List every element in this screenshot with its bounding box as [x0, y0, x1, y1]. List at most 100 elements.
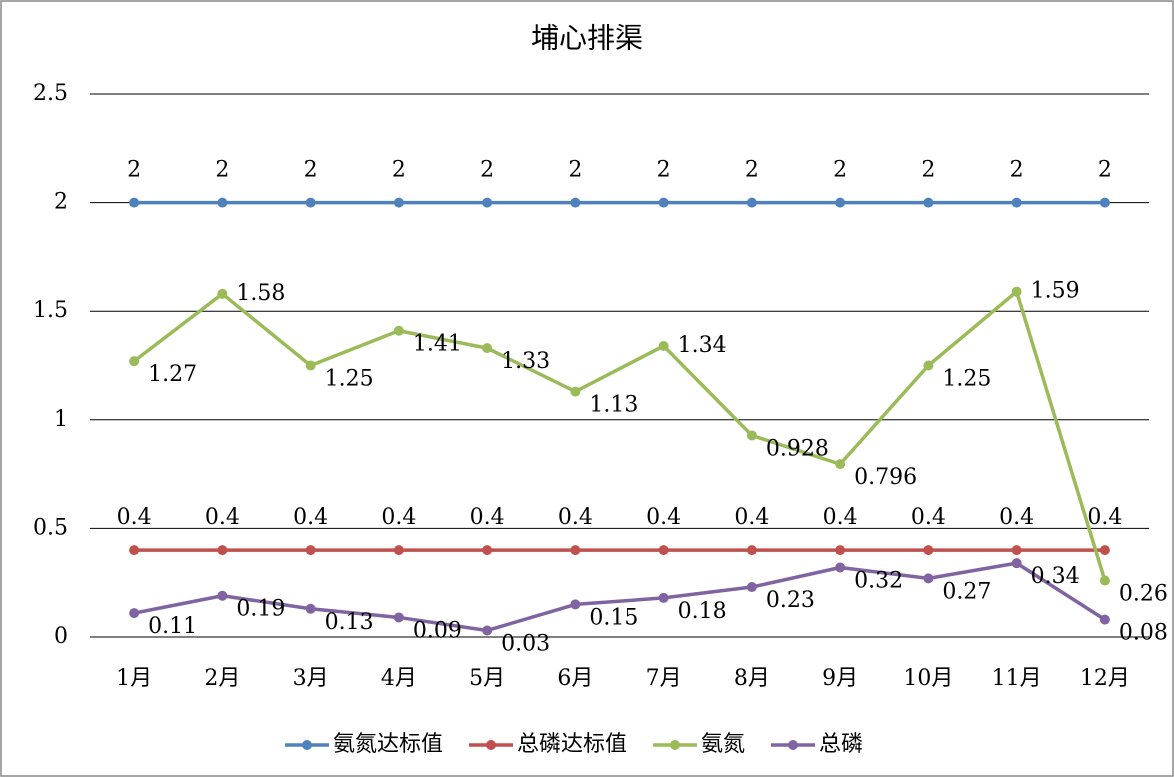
y-tick-label: 0.5: [33, 515, 68, 540]
point: [570, 599, 581, 610]
point: [1099, 614, 1110, 625]
data-label: 0.4: [734, 505, 769, 530]
data-label: 2: [480, 158, 494, 183]
data-label: 0.4: [117, 505, 152, 530]
point: [835, 562, 846, 573]
point: [746, 582, 757, 593]
series-line: [133, 561, 1106, 633]
point: [305, 360, 316, 371]
point: [658, 592, 669, 603]
data-label: 1.13: [589, 393, 638, 418]
data-label: 0.15: [589, 605, 638, 630]
point: [217, 590, 228, 601]
data-label: 0.19: [236, 597, 285, 622]
data-label: 0.34: [1031, 564, 1080, 589]
point: [923, 573, 934, 584]
x-tick-label: 8月: [734, 666, 770, 691]
data-label: 1.58: [236, 281, 285, 306]
legend-marker: [486, 740, 496, 750]
data-label: 2: [745, 158, 759, 183]
data-label: 0.08: [1119, 621, 1168, 646]
point: [129, 545, 140, 556]
y-tick-label: 2.5: [33, 81, 68, 106]
point: [129, 356, 140, 367]
legend-label: 氨氮: [701, 732, 745, 757]
legend-label: 氨氮达标值: [333, 732, 443, 757]
point: [305, 545, 316, 556]
point: [658, 197, 669, 208]
point: [835, 459, 846, 470]
data-label: 0.4: [823, 505, 858, 530]
point: [217, 288, 228, 299]
data-label: 0.18: [678, 599, 727, 624]
point: [746, 430, 757, 441]
legend-marker: [788, 740, 798, 750]
data-label: 0.796: [854, 465, 917, 490]
data-label: 0.4: [205, 505, 240, 530]
y-tick-label: 1.5: [33, 298, 68, 323]
data-label: 0.11: [148, 614, 197, 639]
data-label: 0.32: [854, 568, 903, 593]
data-label: 0.4: [646, 505, 681, 530]
data-label: 0.4: [911, 505, 946, 530]
data-label: 0.4: [293, 505, 328, 530]
point: [129, 197, 140, 208]
x-tick-label: 10月: [903, 666, 953, 691]
data-label: 1.25: [325, 367, 374, 392]
point: [482, 625, 493, 636]
x-tick-label: 3月: [293, 666, 329, 691]
x-tick-label: 9月: [822, 666, 858, 691]
point: [1099, 575, 1110, 586]
legend-label: 总磷: [819, 732, 863, 757]
data-label: 0.27: [942, 579, 991, 604]
data-label: 0.4: [470, 505, 505, 530]
y-tick-label: 0: [54, 624, 68, 649]
point: [393, 612, 404, 623]
data-label: 2: [304, 158, 318, 183]
point: [393, 325, 404, 336]
data-label: 2: [215, 158, 229, 183]
series-line: [133, 289, 1107, 582]
data-label: 1.59: [1031, 279, 1080, 304]
point: [923, 545, 934, 556]
point: [1011, 558, 1022, 569]
point: [923, 197, 934, 208]
point: [923, 360, 934, 371]
point: [570, 545, 581, 556]
y-tick-label: 1: [54, 407, 68, 432]
data-label: 2: [657, 158, 671, 183]
point: [658, 545, 669, 556]
y-tick-label: 2: [54, 190, 68, 215]
data-label: 1.33: [501, 349, 550, 374]
data-label: 2: [127, 158, 141, 183]
point: [482, 545, 493, 556]
data-label: 1.34: [678, 333, 727, 358]
point: [129, 608, 140, 619]
x-tick-label: 7月: [646, 666, 682, 691]
x-tick-label: 1月: [116, 666, 152, 691]
point: [482, 343, 493, 354]
point: [570, 197, 581, 208]
data-label: 1.27: [148, 362, 197, 387]
point: [217, 197, 228, 208]
point: [835, 545, 846, 556]
point: [217, 545, 228, 556]
data-label: 1.41: [413, 332, 462, 357]
point: [1011, 286, 1022, 297]
x-tick-label: 12月: [1080, 666, 1130, 691]
data-label: 2: [568, 158, 582, 183]
data-label: 0.4: [558, 505, 593, 530]
x-tick-label: 5月: [469, 666, 505, 691]
point: [1011, 197, 1022, 208]
point: [393, 197, 404, 208]
data-label: 0.09: [413, 618, 462, 643]
x-tick-label: 4月: [381, 666, 417, 691]
data-label: 2: [1098, 158, 1112, 183]
point: [1099, 197, 1110, 208]
data-label: 0.26: [1119, 582, 1168, 607]
data-label: 0.4: [999, 505, 1034, 530]
data-label: 1.25: [942, 367, 991, 392]
x-tick-label: 2月: [204, 666, 240, 691]
legend-marker: [670, 740, 680, 750]
data-label: 2: [921, 158, 935, 183]
